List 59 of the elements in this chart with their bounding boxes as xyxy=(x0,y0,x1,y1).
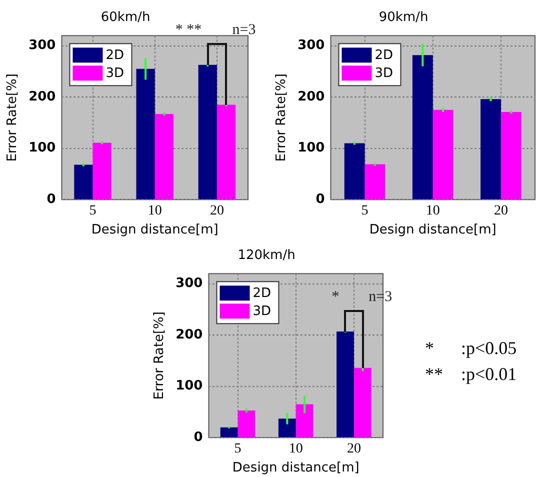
bar xyxy=(344,143,365,200)
legend-label: 2D xyxy=(374,48,394,63)
y-tick-label: 200 xyxy=(28,89,56,104)
x-axis-title: Design distance[m] xyxy=(369,222,496,238)
x-tick-label: 5 xyxy=(89,204,96,219)
chart-title: 90km/h xyxy=(378,10,428,26)
y-tick-label: 100 xyxy=(28,140,56,156)
legend-label: 2D xyxy=(106,48,124,63)
bar xyxy=(480,99,501,200)
y-tick-label: 0 xyxy=(194,430,203,445)
legend-label: 3D xyxy=(106,66,124,81)
bar xyxy=(500,112,522,200)
x-tick-label: 5 xyxy=(234,442,242,457)
bar xyxy=(364,164,386,200)
x-tick-label: 10 xyxy=(148,204,162,219)
x-tick-label: 20 xyxy=(494,204,508,219)
chart-title: 120km/h xyxy=(238,248,296,264)
y-tick-label: 300 xyxy=(28,38,56,54)
bar xyxy=(296,404,314,438)
y-tick-label: 200 xyxy=(176,327,203,342)
y-tick-label: 0 xyxy=(316,192,325,207)
bar xyxy=(198,64,217,200)
annotation: n=3 xyxy=(232,22,256,38)
annotation: * ** xyxy=(175,22,202,38)
bar xyxy=(220,427,238,438)
bar xyxy=(216,104,236,200)
bar xyxy=(136,68,155,200)
bar xyxy=(412,55,433,200)
bar xyxy=(154,114,174,200)
legend-label: 3D xyxy=(374,66,394,81)
x-tick-label: 20 xyxy=(346,442,361,457)
text: * :p<0.05 xyxy=(425,338,517,358)
y-axis-title: Error Rate[%] xyxy=(274,74,290,162)
x-tick-label: 10 xyxy=(288,442,303,457)
y-axis-title: Error Rate[%] xyxy=(5,74,20,162)
y-tick-label: 300 xyxy=(298,38,325,54)
y-tick-label: 100 xyxy=(298,140,325,156)
legend-label: 3D xyxy=(252,304,272,319)
bar xyxy=(354,368,372,438)
bar xyxy=(92,142,112,200)
annotation: * xyxy=(332,288,340,304)
x-tick-label: 20 xyxy=(210,204,224,219)
x-tick-label: 10 xyxy=(426,204,440,219)
y-tick-label: 100 xyxy=(176,378,203,394)
x-axis-title: Design distance[m] xyxy=(232,460,360,476)
legend-label: 2D xyxy=(252,286,272,301)
x-axis-title: Design distance[m] xyxy=(91,222,218,238)
bar xyxy=(238,410,256,438)
text: ** :p<0.01 xyxy=(425,364,517,384)
x-tick-label: 5 xyxy=(361,204,368,219)
y-tick-label: 200 xyxy=(298,89,325,104)
bar xyxy=(74,164,93,200)
y-axis-title: Error Rate[%] xyxy=(152,312,168,400)
bar xyxy=(432,110,454,200)
y-tick-label: 0 xyxy=(46,192,56,207)
bar xyxy=(336,332,354,438)
bar xyxy=(278,418,296,438)
chart-title: 60km/h xyxy=(100,10,150,26)
y-tick-label: 300 xyxy=(176,276,203,292)
